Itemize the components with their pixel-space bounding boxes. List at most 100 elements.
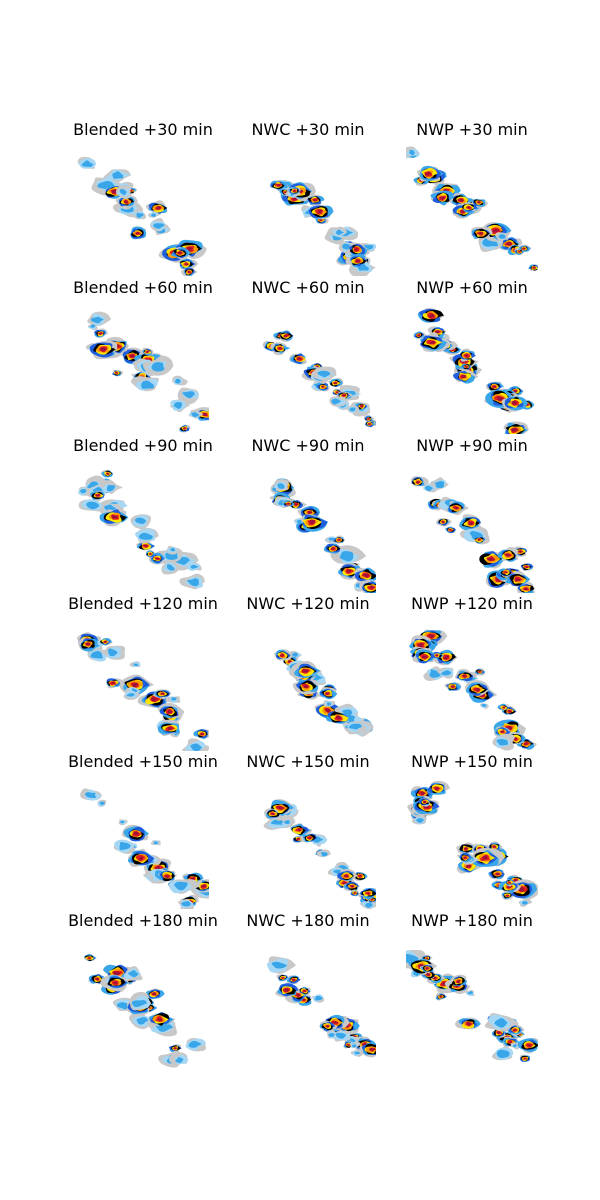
precip-contour xyxy=(465,365,468,368)
precip-contour xyxy=(513,390,518,393)
precip-contour xyxy=(103,641,107,643)
precip-contour xyxy=(342,394,346,397)
precip-contour xyxy=(319,219,322,221)
precip-contour xyxy=(283,191,287,193)
precip-contour xyxy=(417,334,421,336)
precip-contour xyxy=(91,316,104,324)
precip-contour xyxy=(450,685,455,688)
forecast-panel xyxy=(406,619,538,751)
precip-field-map xyxy=(83,953,207,1068)
precip-contour xyxy=(302,669,309,673)
precip-contour xyxy=(425,171,431,176)
precip-contour xyxy=(294,503,298,506)
panel-title: NWC +120 min xyxy=(246,594,370,613)
precip-contour xyxy=(492,385,496,388)
precip-field-map xyxy=(407,780,538,907)
precip-contour xyxy=(136,1017,149,1025)
precip-contour xyxy=(97,181,115,190)
precip-contour xyxy=(173,401,183,409)
forecast-panel xyxy=(244,777,376,909)
precip-contour xyxy=(511,428,518,432)
precip-contour xyxy=(339,551,354,562)
forecast-panel xyxy=(406,302,538,434)
precip-contour xyxy=(464,847,468,850)
precip-contour xyxy=(184,263,189,266)
forecast-panel xyxy=(77,936,209,1068)
precip-contour xyxy=(167,709,172,714)
precip-contour xyxy=(113,981,118,985)
panel-title: Blended +90 min xyxy=(73,436,213,455)
precip-contour xyxy=(135,232,140,235)
precip-contour xyxy=(155,557,160,560)
forecast-panel xyxy=(406,936,538,1068)
precip-contour xyxy=(317,370,331,378)
precip-contour xyxy=(95,977,100,981)
precip-contour xyxy=(498,234,506,239)
precip-field-map xyxy=(410,476,535,593)
precip-contour xyxy=(88,957,91,959)
precip-field-map xyxy=(77,632,209,751)
precip-contour xyxy=(434,481,445,489)
precip-contour xyxy=(416,481,420,484)
precip-contour xyxy=(187,578,199,587)
precip-contour xyxy=(321,851,328,857)
precip-contour xyxy=(347,1044,350,1046)
precip-contour xyxy=(494,1018,508,1028)
precip-contour xyxy=(292,979,295,981)
panel-title: Blended +60 min xyxy=(73,278,213,297)
precip-contour xyxy=(90,651,103,659)
precip-contour xyxy=(418,643,424,648)
forecast-panel xyxy=(244,619,376,751)
panel-title: NWP +150 min xyxy=(411,752,533,771)
precip-contour xyxy=(287,660,292,663)
precip-contour xyxy=(354,248,359,251)
precip-contour xyxy=(107,648,118,657)
forecast-panel xyxy=(406,461,538,593)
forecast-panel xyxy=(244,936,376,1068)
precip-contour xyxy=(111,189,117,194)
precip-contour xyxy=(325,1025,330,1028)
panel-title: NWC +90 min xyxy=(251,436,365,455)
panel-title: Blended +150 min xyxy=(68,752,218,771)
precip-contour xyxy=(506,553,511,557)
panel-title: NWC +180 min xyxy=(246,911,370,930)
precip-contour xyxy=(496,1049,510,1059)
precip-contour xyxy=(187,271,191,273)
precip-contour xyxy=(112,971,120,976)
precip-contour xyxy=(466,206,471,209)
precip-contour xyxy=(157,1018,163,1022)
precip-contour xyxy=(280,654,284,657)
precip-contour xyxy=(354,1051,361,1055)
precip-contour xyxy=(423,800,427,803)
precip-contour xyxy=(174,881,188,891)
precip-contour xyxy=(119,841,131,851)
precip-contour xyxy=(342,881,348,885)
precip-contour xyxy=(525,566,528,568)
forecast-panel xyxy=(244,461,376,593)
precip-contour xyxy=(86,501,100,510)
precip-contour xyxy=(182,391,195,399)
precip-contour xyxy=(307,510,313,514)
precip-contour xyxy=(512,1044,517,1048)
precip-field-map xyxy=(266,956,376,1058)
precip-contour xyxy=(482,855,488,860)
precip-contour xyxy=(477,538,481,541)
precip-field-map xyxy=(262,330,376,428)
precip-contour xyxy=(309,519,316,525)
precip-contour xyxy=(100,347,107,352)
precip-contour xyxy=(508,1041,513,1044)
precip-contour xyxy=(416,818,425,823)
precip-contour xyxy=(365,902,373,908)
precip-contour xyxy=(170,547,176,552)
forecast-panel xyxy=(77,777,209,909)
precip-contour xyxy=(465,354,469,357)
precip-contour xyxy=(132,682,138,688)
precip-contour xyxy=(325,692,330,695)
precip-contour xyxy=(487,557,495,561)
precip-contour xyxy=(338,539,341,541)
precip-field-map xyxy=(269,478,376,593)
precip-contour xyxy=(504,571,508,574)
precip-contour xyxy=(421,655,428,659)
precip-contour xyxy=(468,521,473,526)
precip-contour xyxy=(321,385,325,388)
